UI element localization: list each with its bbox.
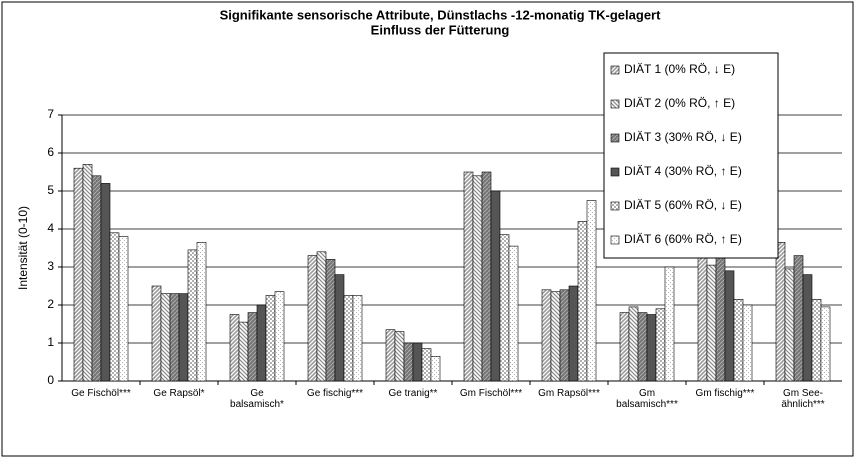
bar	[793, 255, 804, 382]
x-tick-label: Gm fischig***	[696, 388, 755, 399]
x-tick-label: Ge Fischöl***	[71, 388, 131, 399]
legend-label: DIÄT 2 (0% RÖ, ↑ E)	[624, 96, 735, 110]
x-tick-label: Ge tranig**	[389, 388, 438, 399]
bar	[481, 171, 492, 382]
bar	[238, 321, 249, 382]
bar	[472, 175, 483, 382]
bar	[100, 183, 111, 382]
bar	[334, 274, 345, 382]
bar	[586, 200, 597, 382]
bar	[733, 298, 744, 382]
y-axis-label: Intensität (0-10)	[16, 206, 30, 290]
chart-title: Signifikante sensorische Attribute, Düns…	[220, 7, 662, 22]
bar	[385, 329, 396, 382]
chart-title: Einfluss der Fütterung	[371, 22, 510, 37]
bar	[421, 348, 432, 382]
bar	[490, 190, 501, 382]
bar	[265, 295, 276, 382]
legend-box	[603, 52, 779, 259]
legend-swatch	[610, 99, 620, 109]
y-tick-label: 5	[47, 183, 54, 197]
legend-swatch	[610, 167, 620, 177]
legend-label: DIÄT 4 (30% RÖ, ↑ E)	[624, 164, 742, 178]
bar	[247, 312, 258, 382]
bar	[343, 295, 354, 382]
legend-label: DIÄT 1 (0% RÖ, ↓ E)	[624, 62, 735, 76]
bar	[541, 289, 552, 382]
bar	[664, 266, 675, 382]
legend-label: DIÄT 6 (60% RÖ, ↑ E)	[624, 232, 742, 246]
bar	[784, 268, 795, 382]
bar	[196, 242, 207, 382]
bar	[820, 306, 831, 382]
bar	[403, 342, 414, 382]
bar	[463, 171, 474, 382]
y-tick-label: 2	[47, 297, 54, 311]
legend-swatch	[610, 133, 620, 143]
bar	[187, 249, 198, 382]
x-tick-label: Gm Fischöl***	[460, 388, 522, 399]
y-tick-label: 6	[47, 145, 54, 159]
legend-swatch	[610, 65, 620, 75]
bar	[706, 264, 717, 382]
bar	[559, 289, 570, 382]
bar	[118, 236, 129, 382]
bar	[724, 270, 735, 382]
bar	[802, 274, 813, 382]
bar	[508, 245, 519, 382]
legend-label: DIÄT 3 (30% RÖ, ↓ E)	[624, 130, 742, 144]
y-tick-label: 7	[47, 107, 54, 121]
bar	[628, 306, 639, 382]
y-tick-label: 0	[47, 373, 54, 387]
bar	[229, 314, 240, 382]
bar	[109, 232, 120, 382]
x-tick-label: Gm balsamisch***	[616, 388, 678, 410]
bar	[256, 304, 267, 382]
bar	[307, 255, 318, 382]
bar	[655, 308, 666, 382]
bar	[499, 234, 510, 382]
bar	[178, 293, 189, 382]
x-tick-label: Ge Rapsöl*	[153, 388, 204, 399]
y-tick-label: 3	[47, 259, 54, 273]
bar	[619, 312, 630, 382]
bar	[274, 291, 285, 382]
x-tick-label: Gm See-ähnlich***	[781, 388, 824, 410]
bar	[73, 167, 84, 382]
legend-label: DIÄT 5 (60% RÖ, ↓ E)	[624, 198, 742, 212]
y-tick-label: 1	[47, 335, 54, 349]
bar	[568, 285, 579, 382]
bar	[742, 304, 753, 382]
bar	[430, 355, 441, 382]
x-tick-label: Ge balsamisch*	[230, 388, 284, 410]
bar	[550, 291, 561, 382]
bar	[394, 331, 405, 382]
bar	[646, 314, 657, 382]
bar	[169, 293, 180, 382]
legend-swatch	[610, 201, 620, 211]
bar	[352, 295, 363, 382]
bar	[811, 298, 822, 382]
bar	[697, 253, 708, 382]
bar	[775, 242, 786, 382]
bar	[82, 164, 93, 382]
bar	[637, 312, 648, 382]
bar	[91, 175, 102, 382]
legend-swatch	[610, 235, 620, 245]
bar	[577, 221, 588, 382]
bar	[316, 251, 327, 382]
bar	[412, 342, 423, 382]
y-tick-label: 4	[47, 221, 54, 235]
bar	[160, 293, 171, 382]
bar	[715, 255, 726, 382]
x-tick-label: Gm Rapsöl***	[538, 388, 600, 399]
x-tick-label: Ge fischig***	[307, 388, 363, 399]
bar	[325, 259, 336, 382]
bar	[151, 285, 162, 382]
